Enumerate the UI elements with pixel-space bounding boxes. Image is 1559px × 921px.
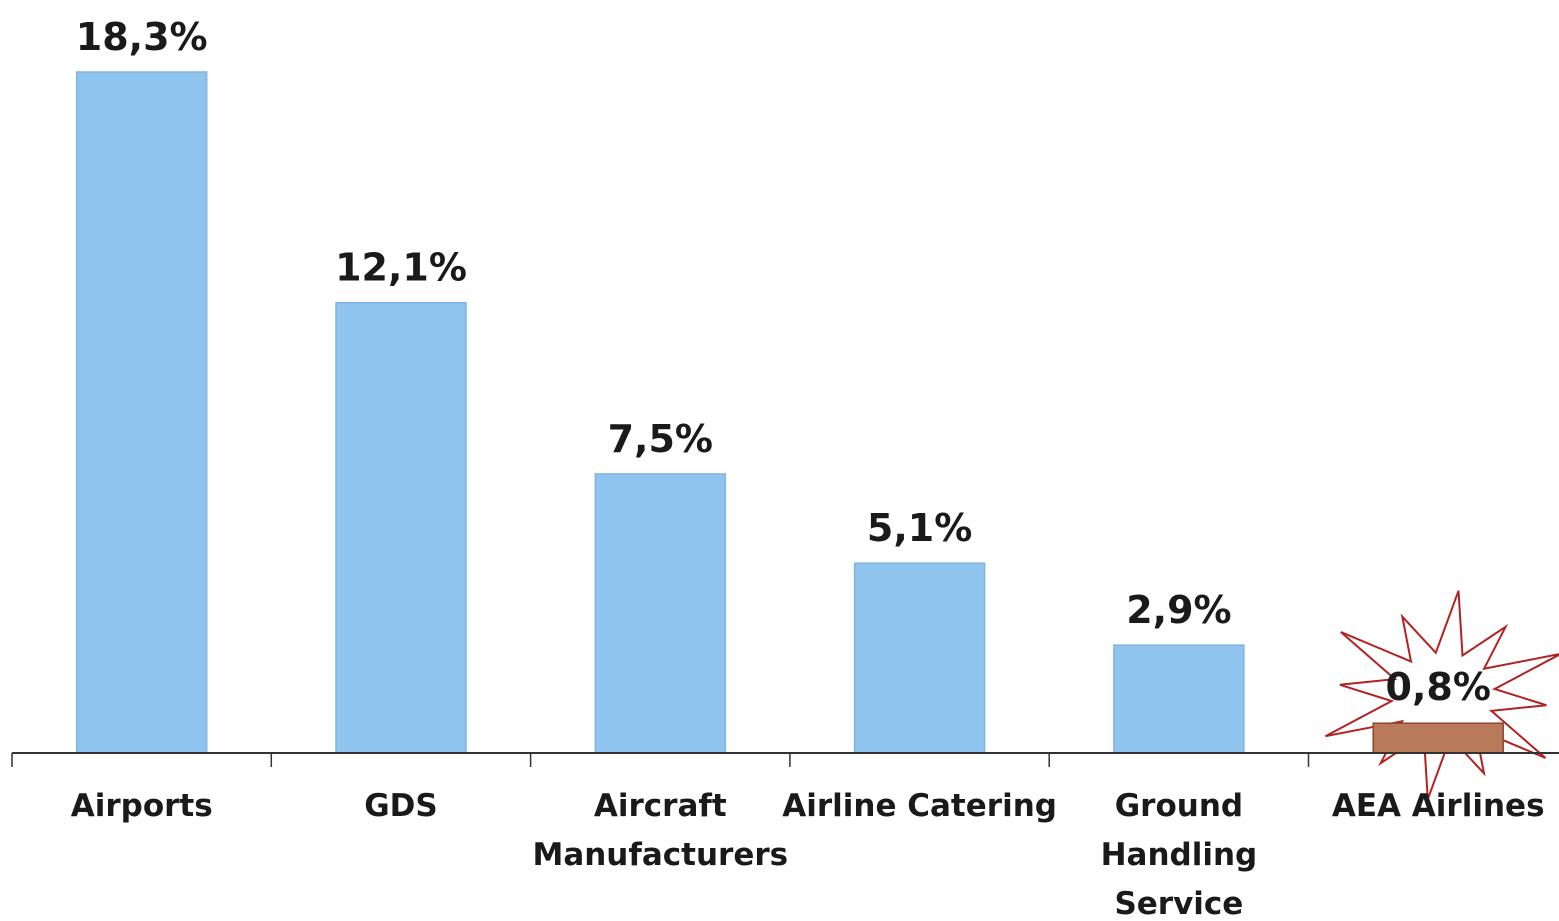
bar-6 xyxy=(1372,722,1504,754)
plot-area: 18,3% Airports 12,1% GDS 7,5% Aircraft Manufac… xyxy=(11,15,1559,921)
value-label-6: 0,8% xyxy=(1386,665,1491,709)
bar-4 xyxy=(853,562,986,754)
category-label-2: GDS xyxy=(364,788,438,824)
bar-5 xyxy=(1113,644,1245,754)
value-label-1: 18,3% xyxy=(76,15,208,59)
value-label-3: 7,5% xyxy=(608,417,713,461)
category-label-1: Airports xyxy=(71,788,213,824)
bar-1 xyxy=(75,71,208,754)
category-label-6: AEA Airlines xyxy=(1332,788,1545,824)
value-label-2: 12,1% xyxy=(335,246,467,290)
category-label-5: Ground Handling Service xyxy=(1101,788,1258,921)
category-label-3: Aircraft Manufacturers xyxy=(532,788,788,873)
value-label-5: 2,9% xyxy=(1126,588,1231,632)
bar-3 xyxy=(594,473,727,754)
value-label-4: 5,1% xyxy=(867,506,972,550)
bar-2 xyxy=(335,301,467,754)
starburst-highlight xyxy=(1324,590,1559,800)
category-label-4: Airline Catering xyxy=(782,788,1057,824)
